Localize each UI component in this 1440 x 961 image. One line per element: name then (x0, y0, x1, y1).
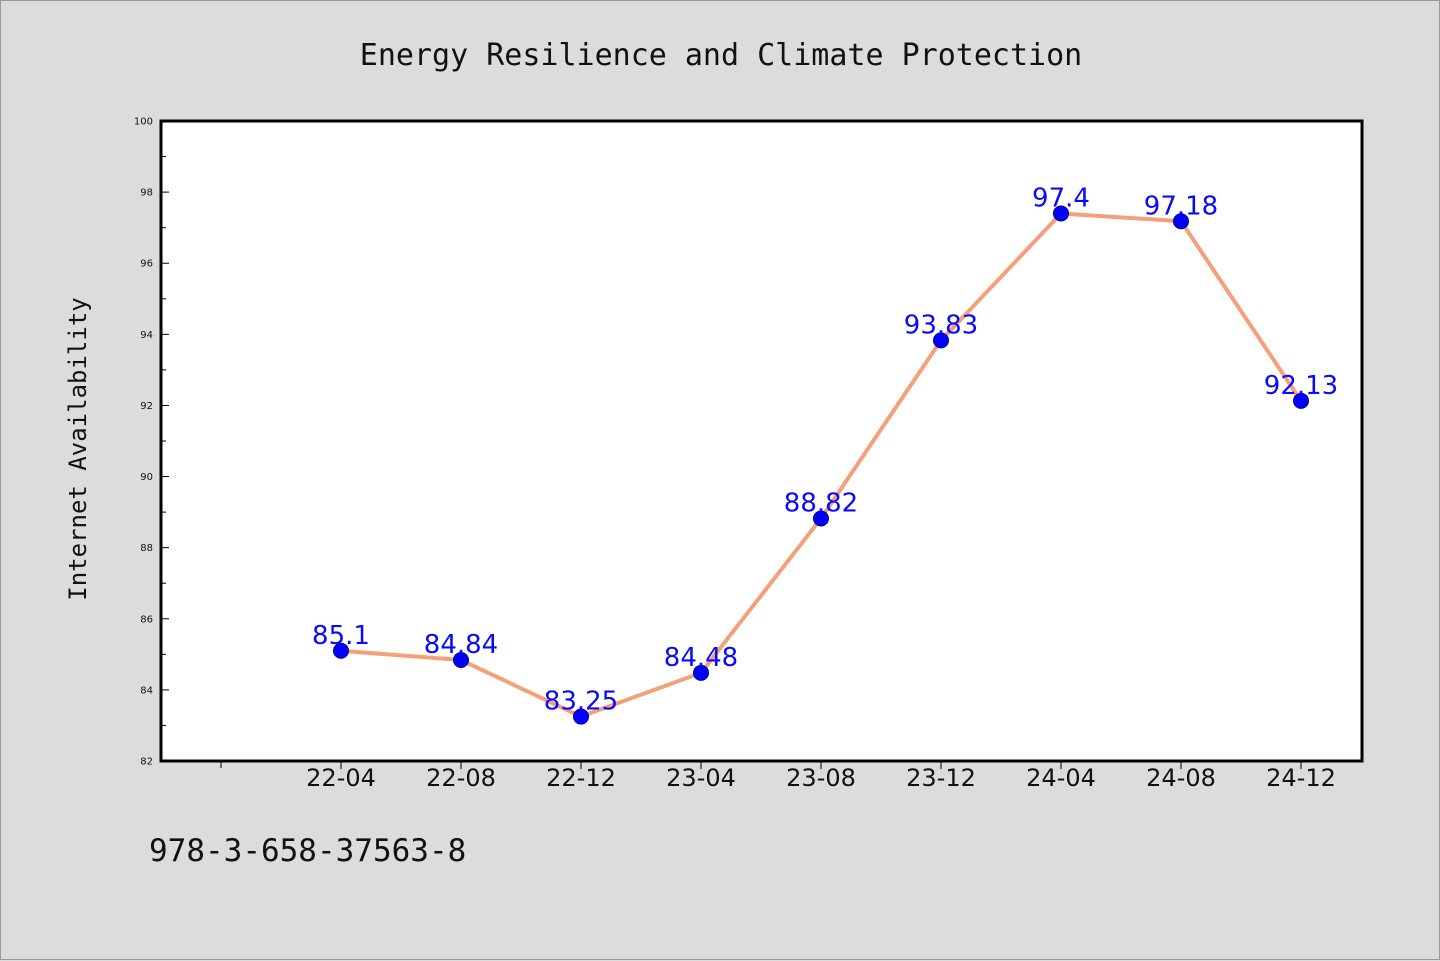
x-axis-ticks: 22-04 22-08 22-12 23-04 23-08 23-12 24-04 24-08… (220, 761, 1336, 792)
y-tick-label: 86 (140, 614, 153, 625)
y-tick-label: 92 (140, 401, 153, 412)
y-tick-label: 98 (140, 188, 153, 199)
y-tick-label: 94 (140, 330, 153, 341)
data-label: 97.18 (1144, 191, 1218, 221)
data-label: 85.1 (312, 621, 370, 651)
data-point (1293, 392, 1309, 409)
data-label: 93.83 (904, 310, 978, 340)
data-label: 84.84 (424, 630, 498, 660)
x-tick-label: 22-08 (426, 764, 496, 792)
y-tick-label: 96 (140, 259, 153, 270)
x-tick-label: 24-12 (1266, 764, 1336, 792)
data-point (333, 642, 349, 659)
data-label: 84.48 (664, 643, 738, 673)
x-tick-label: 23-08 (786, 764, 856, 792)
y-tick-label: 90 (140, 472, 153, 483)
data-point (693, 664, 709, 681)
y-tick-label: 84 (140, 685, 153, 696)
x-tick-label: 23-12 (906, 764, 976, 792)
data-point (933, 332, 949, 349)
y-axis-label: Internet Availability (64, 297, 92, 600)
y-axis-ticks: 82 84 86 88 90 92 94 96 98 100 (134, 117, 169, 768)
x-tick-label: 22-12 (546, 764, 616, 792)
x-tick-label: 22-04 (306, 764, 376, 792)
x-tick-label: 24-04 (1026, 764, 1096, 792)
data-labels: 85.1 84.84 83.25 84.48 88.82 93.83 97.4 97.18 92… (312, 183, 1338, 716)
footer-code: 978-3-658-37563-8 (149, 833, 467, 869)
series-layer (333, 205, 1309, 725)
data-label: 97.4 (1032, 183, 1090, 213)
y-tick-label: 82 (140, 757, 153, 768)
x-tick-label: 23-04 (666, 764, 736, 792)
x-tick-label: 24-08 (1146, 764, 1216, 792)
data-point (453, 652, 469, 669)
y-tick-label: 100 (134, 117, 153, 128)
data-point (1053, 205, 1069, 222)
chart-title: Energy Resilience and Climate Protection (360, 38, 1082, 73)
y-tick-label: 88 (140, 543, 153, 554)
data-point (1173, 213, 1189, 230)
data-label: 88.82 (784, 489, 858, 519)
data-label: 92.13 (1264, 371, 1338, 401)
data-point (573, 708, 589, 725)
data-point (813, 510, 829, 527)
data-label: 83.25 (544, 687, 618, 717)
